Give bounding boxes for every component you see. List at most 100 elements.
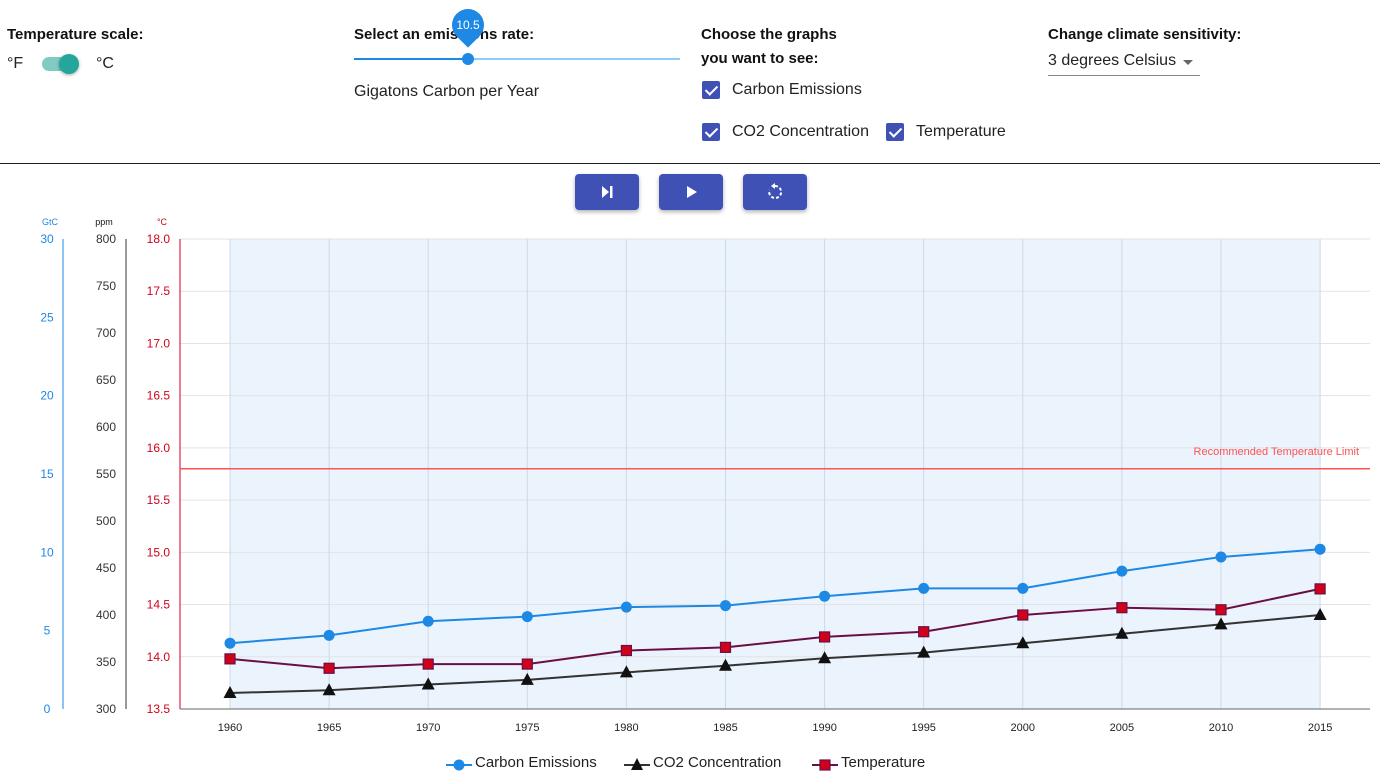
temperature-point bbox=[818, 631, 831, 643]
co2-point bbox=[421, 677, 435, 690]
co2-point bbox=[1214, 617, 1228, 630]
legend-co2-label: CO2 Concentration bbox=[653, 754, 782, 771]
climate-chart: GtC ppm °C 0 5 10 15 20 25 30 300 350 400 450 500 550 60… bbox=[40, 217, 1370, 734]
celsius-tick-label: 14.5 bbox=[147, 598, 171, 612]
x-tick-label: 1965 bbox=[317, 722, 341, 734]
gtc-tick-label: 20 bbox=[40, 389, 54, 403]
fahrenheit-label: °F bbox=[7, 55, 24, 72]
temperature-point bbox=[620, 644, 633, 657]
temperature-point bbox=[1314, 583, 1326, 595]
carbon-emissions-label[interactable]: Carbon Emissions bbox=[732, 81, 862, 98]
celsius-label: °C bbox=[96, 55, 114, 72]
temperature-point bbox=[719, 641, 732, 653]
emissions-slider-track[interactable] bbox=[354, 58, 680, 60]
x-tick-label: 1980 bbox=[614, 722, 638, 734]
emissions-slider-thumb[interactable] bbox=[462, 53, 474, 65]
ppm-tick-label: 750 bbox=[96, 279, 116, 293]
emissions-point bbox=[720, 600, 731, 612]
celsius-tick-label: 15.0 bbox=[147, 545, 171, 559]
reset-button[interactable] bbox=[743, 174, 807, 210]
x-tick-label: 1985 bbox=[713, 722, 737, 734]
ppm-tick-label: 450 bbox=[96, 561, 116, 575]
co2-point bbox=[917, 645, 931, 658]
celsius-tick-label: 14.0 bbox=[147, 650, 171, 664]
x-tick-label: 2015 bbox=[1308, 722, 1332, 734]
co2-point bbox=[520, 672, 534, 685]
celsius-tick-label: 17.5 bbox=[147, 284, 171, 298]
ppm-axis-unit: ppm bbox=[95, 217, 113, 227]
co2-point bbox=[719, 658, 732, 671]
co2-line bbox=[229, 614, 1321, 695]
ppm-tick-label: 800 bbox=[96, 232, 116, 246]
ppm-tick-label: 500 bbox=[96, 514, 116, 528]
temperature-point bbox=[323, 662, 335, 674]
x-tick-label: 1995 bbox=[911, 722, 935, 734]
emissions-point bbox=[1314, 543, 1326, 555]
ppm-tick-label: 300 bbox=[96, 702, 116, 716]
ppm-tick-label: 700 bbox=[96, 326, 116, 340]
temperature-point bbox=[521, 658, 533, 670]
climate-sensitivity-title: Change climate sensitivity: bbox=[1048, 26, 1242, 43]
temperature-point bbox=[1116, 602, 1128, 614]
celsius-tick-label: 15.5 bbox=[147, 493, 171, 507]
gtc-tick-label: 25 bbox=[40, 310, 54, 324]
climate-sensitivity-select[interactable]: 3 degrees Celsius bbox=[1048, 52, 1177, 69]
co2-point bbox=[818, 651, 832, 664]
celsius-tick-label: 18.0 bbox=[147, 232, 171, 246]
celsius-axis-unit: °C bbox=[157, 217, 168, 227]
x-tick-label: 1960 bbox=[218, 722, 242, 734]
temperature-point bbox=[224, 653, 236, 665]
controls-divider bbox=[0, 163, 1380, 164]
x-tick-label: 1970 bbox=[416, 722, 440, 734]
temperature-label[interactable]: Temperature bbox=[916, 123, 1006, 140]
temperature-point bbox=[918, 626, 930, 638]
temperature-checkbox[interactable] bbox=[886, 123, 904, 141]
plot-shaded-area bbox=[230, 239, 1321, 709]
celsius-tick-label: 16.0 bbox=[147, 441, 171, 455]
carbon-emissions-checkbox[interactable] bbox=[702, 81, 720, 99]
restart-icon bbox=[768, 183, 783, 199]
co2-point bbox=[619, 665, 633, 678]
ppm-tick-label: 600 bbox=[96, 420, 116, 434]
x-tick-label: 2000 bbox=[1011, 722, 1035, 734]
ppm-tick-label: 550 bbox=[96, 467, 116, 481]
celsius-tick-label: 13.5 bbox=[147, 702, 171, 716]
co2-point bbox=[1115, 626, 1129, 639]
x-tick-label: 1990 bbox=[812, 722, 836, 734]
celsius-tick-label: 16.5 bbox=[147, 389, 171, 403]
play-icon bbox=[687, 186, 697, 198]
temperature-point bbox=[1017, 609, 1029, 621]
emissions-rate-title: Select an emissions rate: bbox=[354, 26, 535, 43]
gtc-tick-label: 10 bbox=[40, 545, 54, 559]
legend-emissions-marker bbox=[446, 759, 472, 771]
temperature-scale-title: Temperature scale: bbox=[7, 26, 144, 43]
x-tick-label: 2005 bbox=[1110, 722, 1134, 734]
step-button[interactable] bbox=[575, 174, 639, 210]
co2-point bbox=[1016, 636, 1030, 649]
toggle-knob[interactable] bbox=[59, 54, 79, 74]
emissions-line bbox=[229, 548, 1321, 645]
gtc-axis-unit: GtC bbox=[42, 217, 59, 227]
ppm-tick-label: 650 bbox=[96, 373, 116, 387]
gtc-tick-label: 30 bbox=[40, 232, 54, 246]
chevron-down-icon[interactable] bbox=[1183, 60, 1193, 65]
emissions-point bbox=[918, 582, 930, 594]
emissions-unit-label: Gigatons Carbon per Year bbox=[354, 83, 540, 100]
co2-concentration-checkbox[interactable] bbox=[702, 123, 720, 141]
ppm-tick-label: 350 bbox=[96, 655, 116, 669]
skip-next-icon bbox=[602, 186, 613, 198]
play-button[interactable] bbox=[659, 174, 723, 210]
temperature-limit-label: Recommended Temperature Limit bbox=[1194, 446, 1359, 458]
select-underline bbox=[1048, 75, 1200, 76]
emissions-slider-fill bbox=[354, 58, 468, 60]
temperature-point bbox=[1215, 604, 1227, 616]
legend-emissions-label: Carbon Emissions bbox=[475, 754, 597, 771]
temperature-line bbox=[229, 587, 1321, 670]
emissions-point bbox=[620, 601, 632, 613]
gtc-tick-label: 5 bbox=[44, 624, 51, 638]
co2-concentration-label[interactable]: CO2 Concentration bbox=[732, 123, 869, 140]
co2-point bbox=[1313, 608, 1327, 620]
legend-temperature-marker bbox=[812, 759, 838, 771]
temperature-point bbox=[422, 658, 434, 670]
celsius-tick-label: 17.0 bbox=[147, 336, 171, 350]
